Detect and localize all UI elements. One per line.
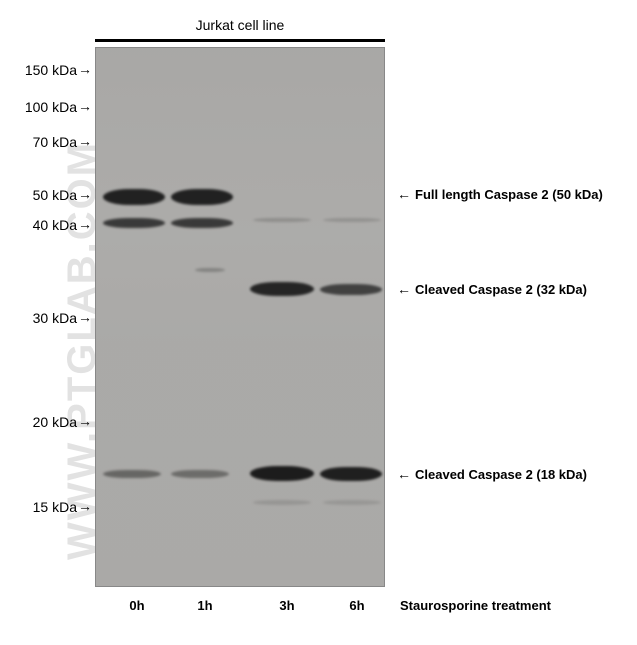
mw-arrow-icon: → <box>78 498 92 514</box>
protein-band <box>320 284 382 295</box>
protein-band <box>253 218 311 222</box>
figure-container: Jurkat cell line WWW.PTGLAB.COM 150 kDa→… <box>0 0 637 645</box>
mw-label: 100 kDa <box>12 99 77 115</box>
band-annotation: Full length Caspase 2 (50 kDa) <box>415 187 603 202</box>
band-arrow-icon: ← <box>397 186 411 202</box>
protein-band <box>250 282 314 296</box>
mw-arrow-icon: → <box>78 309 92 325</box>
mw-label: 70 kDa <box>12 134 77 150</box>
protein-band <box>103 189 165 205</box>
mw-label: 30 kDa <box>12 310 77 326</box>
protein-band <box>195 268 225 272</box>
mw-label: 40 kDa <box>12 217 77 233</box>
protein-band <box>253 500 311 505</box>
lane-label: 3h <box>267 598 307 613</box>
band-arrow-icon: ← <box>397 466 411 482</box>
mw-arrow-icon: → <box>78 61 92 77</box>
protein-band <box>250 466 314 481</box>
mw-label: 50 kDa <box>12 187 77 203</box>
mw-label: 15 kDa <box>12 499 77 515</box>
lane-label: 1h <box>185 598 225 613</box>
protein-band <box>171 189 233 205</box>
mw-label: 150 kDa <box>12 62 77 78</box>
blot-membrane <box>95 47 385 587</box>
title-underline <box>95 39 385 42</box>
protein-band <box>323 500 381 505</box>
mw-arrow-icon: → <box>78 413 92 429</box>
protein-band <box>320 467 382 481</box>
band-annotation: Cleaved Caspase 2 (18 kDa) <box>415 467 587 482</box>
lane-label: 0h <box>117 598 157 613</box>
lane-label: 6h <box>337 598 377 613</box>
title: Jurkat cell line <box>170 17 310 33</box>
band-arrow-icon: ← <box>397 281 411 297</box>
protein-band <box>171 470 229 478</box>
mw-arrow-icon: → <box>78 98 92 114</box>
protein-band <box>103 218 165 228</box>
protein-band <box>323 218 381 222</box>
treatment-label: Staurosporine treatment <box>400 598 551 613</box>
mw-arrow-icon: → <box>78 133 92 149</box>
mw-arrow-icon: → <box>78 216 92 232</box>
mw-arrow-icon: → <box>78 186 92 202</box>
band-annotation: Cleaved Caspase 2 (32 kDa) <box>415 282 587 297</box>
blot-overlay <box>96 48 384 586</box>
protein-band <box>103 470 161 478</box>
mw-label: 20 kDa <box>12 414 77 430</box>
protein-band <box>171 218 233 228</box>
